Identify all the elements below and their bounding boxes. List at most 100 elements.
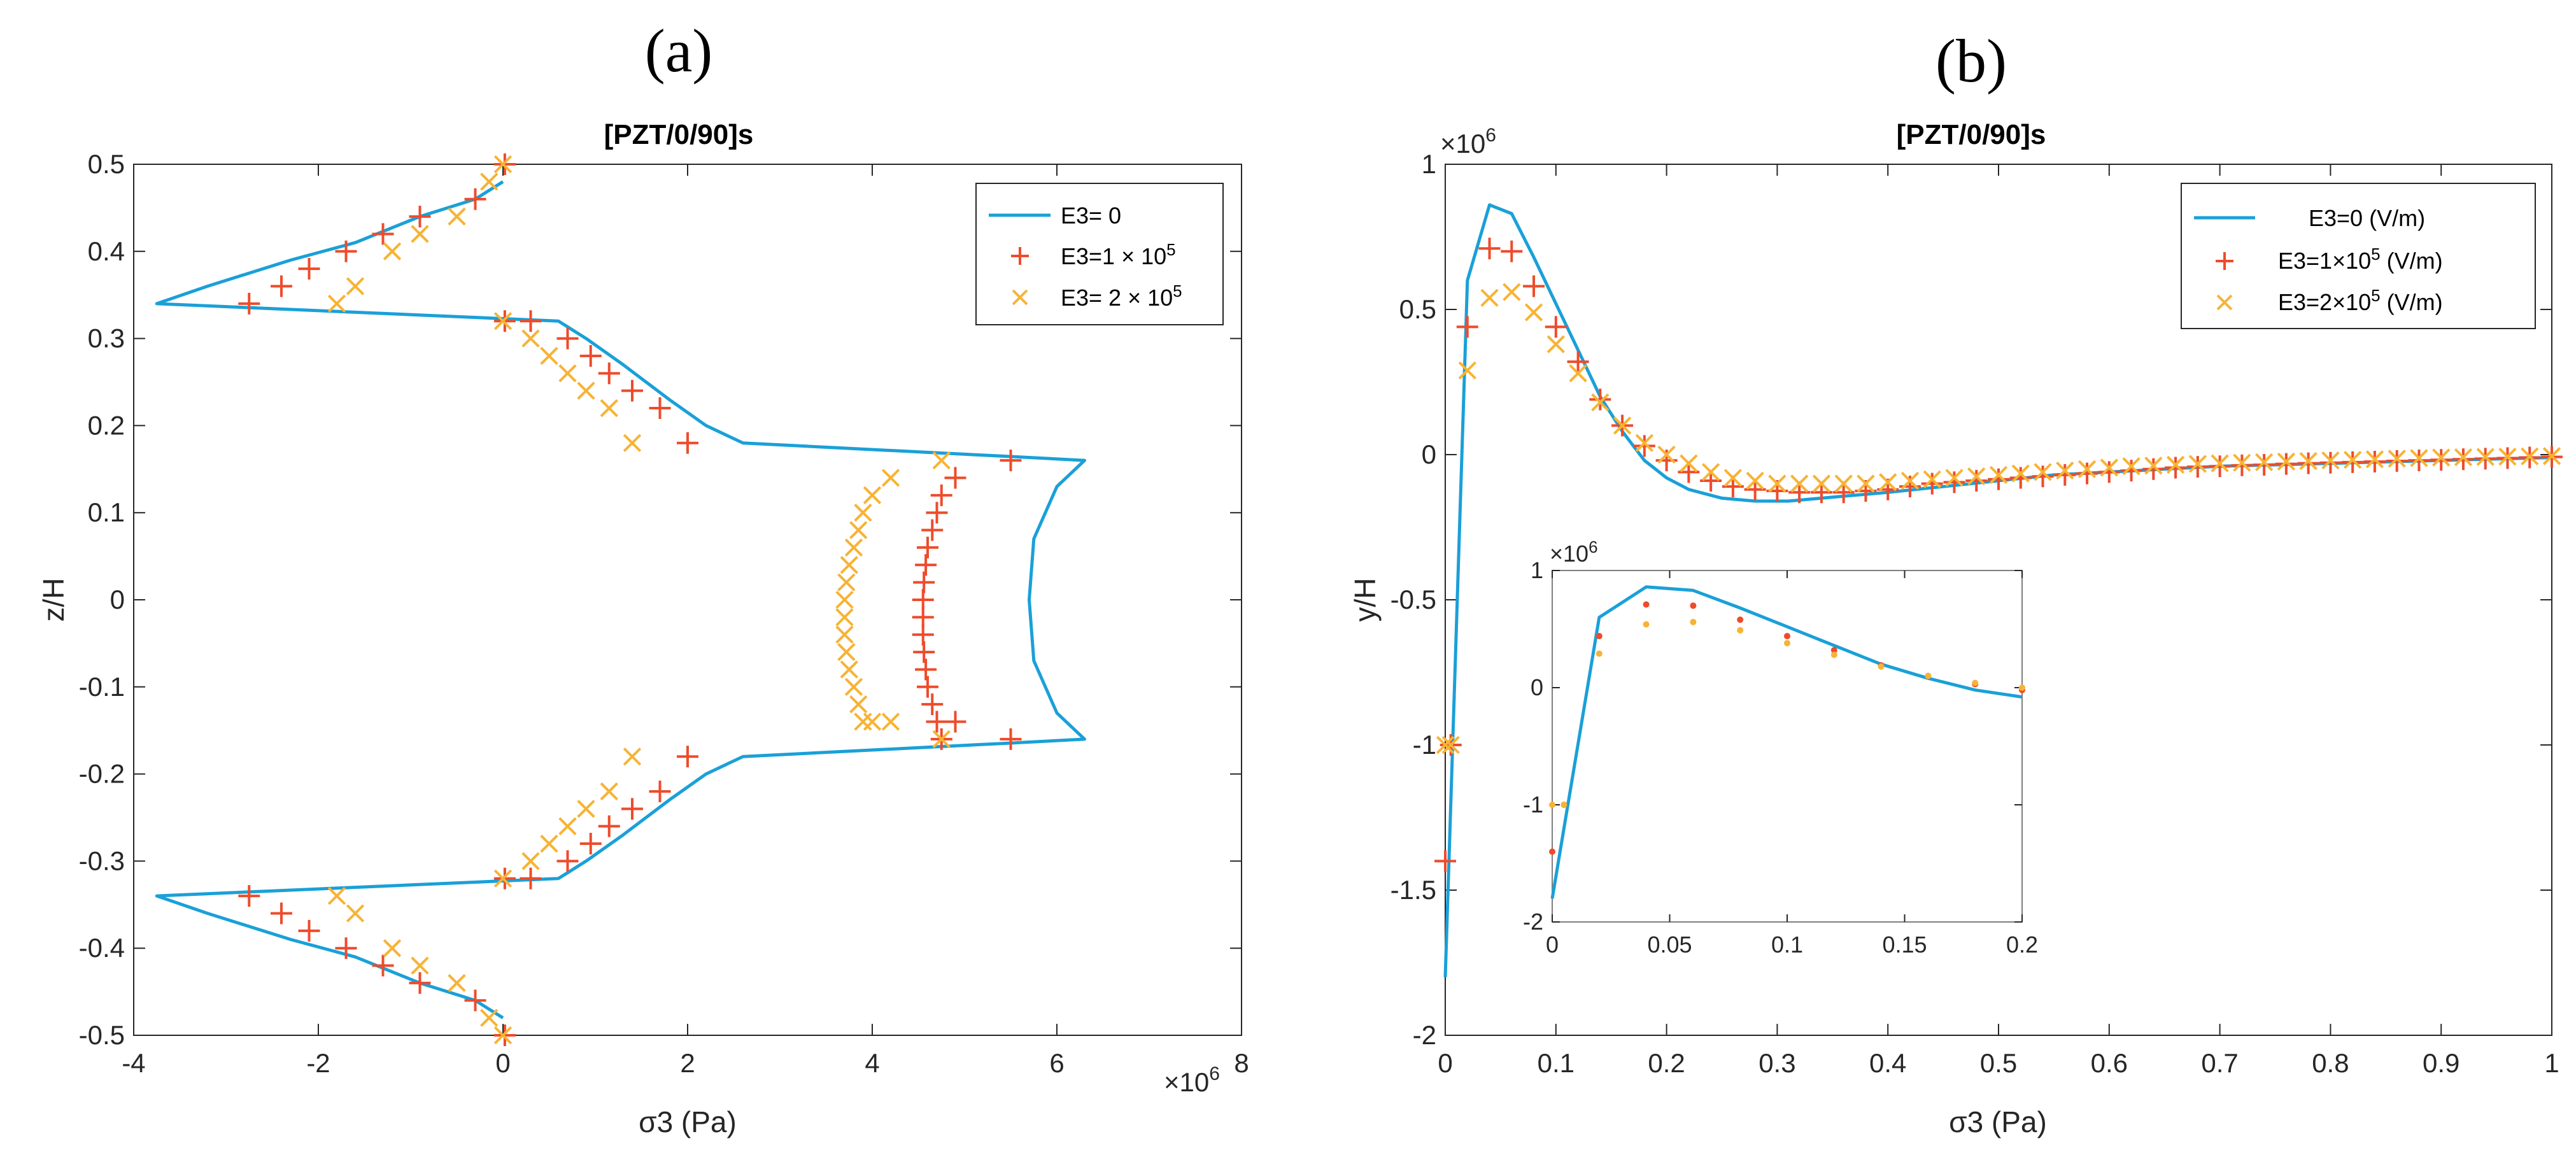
- panel-b-series-3-x-marker: [1680, 454, 1698, 472]
- panel-a-series-2-plus-marker: [926, 502, 948, 524]
- panel-b-series-3-x-marker: [2233, 453, 2251, 472]
- panel-b-series-3-x-marker: [2056, 461, 2074, 480]
- panel-a-series-2-plus-marker: [915, 554, 937, 576]
- panel-a-series-2-plus-marker: [372, 223, 394, 245]
- panel-a-title: [PZT/0/90]s: [604, 119, 754, 150]
- panel-b-series-3-x-marker: [1591, 393, 1610, 412]
- panel-b-series-3-x-marker: [1524, 303, 1543, 322]
- inset-y-tick-label: 0: [1531, 674, 1543, 700]
- panel-a-series-2-plus-marker: [409, 972, 431, 994]
- panel-a-series-3-x-marker: [835, 608, 854, 627]
- panel-b-legend-plus-swatch: [2216, 252, 2233, 270]
- panel-b-series-3-x-marker: [2188, 455, 2207, 473]
- panel-b-series-3-x-marker: [2498, 448, 2517, 466]
- panel-a-series-3-x-marker: [411, 225, 429, 243]
- panel-b-x-tick-label: 0.8: [2312, 1048, 2349, 1078]
- panel-a-series-2-plus-marker: [649, 397, 671, 420]
- panel-a-series-2-plus-marker: [493, 1024, 516, 1046]
- panel-b-x-tick-label: 1: [2544, 1048, 2559, 1078]
- panel-b-series-3-x-marker: [2034, 463, 2052, 481]
- panel-b-series-3-x-marker: [2254, 453, 2274, 472]
- panel-a-y-tick-label: 0.1: [88, 497, 125, 527]
- panel-a-series-2-plus-marker: [520, 867, 542, 889]
- panel-b-series-2-plus-marker: [2032, 465, 2054, 488]
- panel-a-series-3-x-marker: [837, 573, 856, 592]
- panel-a-series-3-x-marker: [540, 346, 558, 365]
- panel-b-series-2-plus-marker: [2408, 450, 2430, 472]
- panel-a-series-3-x-marker: [448, 974, 466, 993]
- panel-b-series-3-x-marker: [2410, 449, 2428, 467]
- inset-series-3-dot-marker: [1830, 651, 1837, 658]
- panel-b-series-3-x-marker: [2277, 452, 2296, 471]
- panel-a-series-2-plus-marker: [556, 850, 579, 872]
- panel-b-series-3-x-marker: [2388, 450, 2406, 468]
- panel-a-x-tick-label: 8: [1234, 1048, 1249, 1078]
- panel-a-series-2-plus-marker: [944, 467, 966, 489]
- panel-b-series-2-plus-marker: [2142, 458, 2165, 480]
- panel-a-y-tick-label: 0.4: [88, 236, 125, 266]
- panel-b-series-3-x-marker: [2011, 464, 2030, 483]
- panel-a-series-3-x-marker: [493, 1026, 513, 1045]
- panel-b-ylabel: y/H: [1348, 578, 1382, 622]
- panel-a-series-3-x-marker: [480, 173, 499, 191]
- panel-a-series-3-x-marker: [383, 242, 402, 260]
- panel-a-x-tick-label: -4: [122, 1048, 145, 1078]
- inset-series-2-dot-marker: [1643, 601, 1650, 608]
- panel-b-series-3-x-marker: [2542, 447, 2561, 465]
- panel-b-series-2-plus-marker: [2120, 460, 2142, 482]
- panel-b-y-exponent: ×106: [1440, 125, 1496, 159]
- panel-a-series-3-x-marker: [844, 677, 863, 696]
- panel-a-series-3-x-marker: [623, 434, 642, 452]
- panel-b-x-tick-label: 0.5: [1980, 1048, 2017, 1078]
- panel-a-series-2-plus-marker: [493, 867, 516, 889]
- panel-a-series-3-x-marker: [600, 399, 618, 418]
- panel-b-series-3-x-marker: [1790, 474, 1809, 493]
- panel-b-series-3-x-marker: [1436, 735, 1455, 755]
- panel-a-series-3-x-marker: [932, 451, 951, 470]
- panel-a-series-3-x-marker: [480, 1009, 499, 1027]
- panel-b-x-tick-label: 0.9: [2423, 1048, 2459, 1078]
- panel-b-series-2-plus-marker: [2098, 461, 2120, 483]
- inset-series-2-dot-marker: [1784, 633, 1790, 640]
- panel-b-series-2-plus-marker: [2009, 467, 2032, 489]
- panel-a-series-2-plus-marker: [1000, 728, 1022, 750]
- panel-b-series-3-x-marker: [1812, 474, 1831, 493]
- panel-b-series-2-plus-marker: [1545, 316, 1567, 338]
- panel-b-series-2-plus-marker: [2186, 456, 2209, 478]
- panel-a-series-2-plus-marker: [556, 327, 579, 350]
- panel-a-series-3-x-marker: [881, 469, 900, 487]
- panel-a-legend-label-2: E3=1 × 105: [1061, 240, 1176, 269]
- panel-b-series-2-plus-marker: [1523, 275, 1545, 297]
- panel-b-series-3-x-marker: [2321, 451, 2340, 470]
- panel-b-x-tick-label: 0.1: [1538, 1048, 1575, 1078]
- panel-a-xlabel: σ3 (Pa): [639, 1105, 737, 1138]
- panel-a-x-tick-label: 4: [865, 1048, 879, 1078]
- panel-a-series-3-x-marker: [383, 939, 402, 958]
- panel-a-series-1-line: [155, 180, 1086, 1019]
- panel-a-series-2-plus-marker: [921, 693, 944, 716]
- panel-b-series-3-x-marker: [2166, 455, 2185, 474]
- inset-series-2-dot-marker: [1549, 848, 1555, 855]
- panel-a-series-2-plus-marker: [372, 954, 394, 977]
- panel-a-series-2-plus-marker: [921, 519, 944, 541]
- inset-series-3-dot-marker: [1925, 672, 1932, 679]
- panel-a-series-2-plus-marker: [621, 379, 643, 402]
- panel-b-series-3-x-marker: [1613, 416, 1632, 435]
- panel-a-x-tick-label: 0: [495, 1048, 510, 1078]
- panel-b-legend: E3=0 (V/m) E3=1×105 (V/m) E3=2×105 (V/m): [2181, 183, 2536, 329]
- inset-y-tick-label: -1: [1523, 791, 1543, 818]
- panel-a-legend-label-3: E3= 2 × 105: [1061, 281, 1182, 311]
- panel-a-series-2-plus-marker: [298, 919, 320, 942]
- panel-b-series-2-plus-marker: [1943, 471, 1965, 493]
- panel-a-legend-plus-swatch: [1011, 247, 1029, 265]
- panel-b-series-2-plus-marker: [2231, 454, 2253, 476]
- panel-a-series-2-plus-marker: [271, 902, 292, 925]
- inset-series-3-dot-marker: [1596, 650, 1603, 657]
- inset-series-3-dot-marker: [1549, 802, 1555, 808]
- inset-ticks: 0 0.05 0.1 0.15 0.2 -2 -1 0 1: [1523, 557, 2038, 958]
- panel-b-series-2-plus-marker: [2452, 448, 2474, 471]
- inset-series-2-dot-marker: [1690, 602, 1697, 609]
- panel-b-series-3-x-marker: [1569, 364, 1587, 383]
- panel-a-series-3-x-marker: [346, 277, 365, 295]
- panel-a-series-3-x-marker: [854, 504, 872, 522]
